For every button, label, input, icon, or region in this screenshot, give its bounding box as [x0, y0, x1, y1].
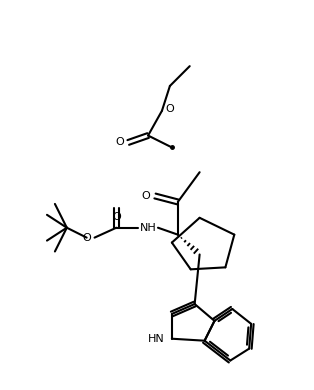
Text: O: O — [112, 212, 121, 222]
Text: O: O — [165, 104, 174, 114]
Text: O: O — [115, 137, 124, 147]
Text: NH: NH — [140, 223, 156, 233]
Text: O: O — [82, 232, 91, 243]
Text: O: O — [142, 191, 150, 201]
Text: HN: HN — [148, 334, 165, 344]
